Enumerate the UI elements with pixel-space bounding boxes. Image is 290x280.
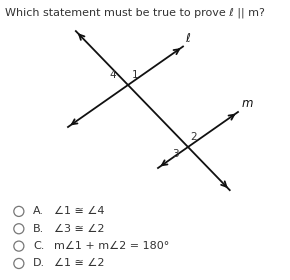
Text: 4: 4 [110,71,116,81]
Text: Which statement must be true to prove ℓ || m?: Which statement must be true to prove ℓ … [5,8,265,18]
Text: m∠1 + m∠2 = 180°: m∠1 + m∠2 = 180° [54,241,169,251]
Text: ∠1 ≅ ∠4: ∠1 ≅ ∠4 [54,206,104,216]
Text: B.: B. [33,224,45,234]
Text: 3: 3 [172,149,179,159]
Text: A.: A. [33,206,44,216]
Text: 1: 1 [132,70,138,80]
Text: $\ell$: $\ell$ [185,32,191,45]
Text: C.: C. [33,241,45,251]
Text: ∠1 ≅ ∠2: ∠1 ≅ ∠2 [54,258,104,269]
Text: 2: 2 [191,132,197,143]
Text: D.: D. [33,258,46,269]
Text: ∠3 ≅ ∠2: ∠3 ≅ ∠2 [54,224,104,234]
Text: $m$: $m$ [241,97,254,110]
